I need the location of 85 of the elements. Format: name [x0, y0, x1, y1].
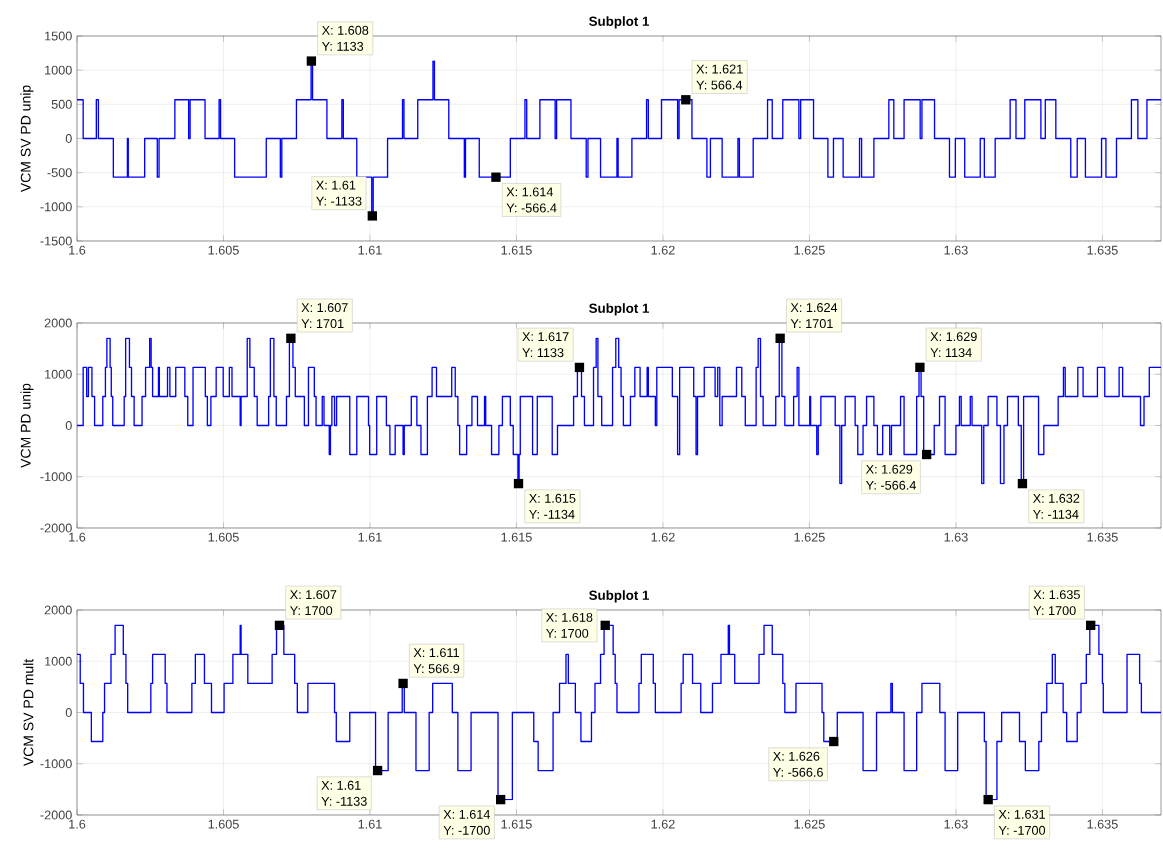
annotation: Y: 1701 [301, 319, 344, 329]
annotation: X: 1.624 [790, 303, 838, 313]
annotation: Y: 1701 [790, 319, 833, 329]
annotation: Y: -1700 [443, 825, 490, 835]
x-tick-label: 1.615 [501, 532, 532, 542]
x-tick-label: 1.62 [651, 819, 675, 829]
x-tick-label: 1.615 [501, 819, 532, 829]
y-tick-label: 0 [65, 708, 72, 717]
annotation: X: 1.621 [696, 64, 743, 74]
annotation: X: 1.608 [321, 25, 369, 35]
x-tick-label: 1.62 [651, 245, 675, 255]
x-tick-label: 1.625 [794, 532, 825, 542]
y-tick-label: 1500 [45, 31, 72, 41]
y-tick-label: 1000 [45, 656, 72, 666]
annotation: Y: -1134 [1032, 509, 1079, 519]
x-tick-label: 1.625 [794, 819, 825, 829]
y-axis-title: VCM SV PD mult [23, 658, 34, 767]
annotation: X: 1.611 [413, 648, 459, 658]
annotation: Y: 566.9 [413, 664, 460, 674]
y-tick-label: 0 [65, 421, 72, 430]
x-tick-label: 1.61 [358, 819, 382, 829]
annotation: Y: -1700 [998, 825, 1046, 835]
y-tick-label: -1000 [40, 759, 72, 769]
annotation: Y: -1133 [316, 196, 362, 206]
y-tick-label: -2000 [40, 810, 72, 820]
annotation: X: 1.635 [1033, 590, 1080, 600]
y-tick-label: -1000 [40, 472, 72, 482]
x-tick-label: 1.605 [208, 532, 239, 542]
annotation: X: 1.607 [290, 590, 337, 600]
annotation: X: 1.629 [930, 332, 977, 342]
x-tick-label: 1.6 [69, 532, 86, 542]
annotation: X: 1.629 [865, 464, 913, 474]
annotation: X: 1.615 [529, 493, 576, 503]
x-tick-label: 1.63 [944, 819, 968, 829]
y-axis-title: VCM SV PD unip [20, 85, 34, 193]
y-tick-label: 2000 [44, 318, 72, 328]
annotation: Y: 1134 [930, 348, 972, 358]
x-tick-label: 1.635 [1087, 245, 1118, 255]
x-tick-label: 1.62 [651, 532, 675, 542]
x-tick-label: 1.615 [501, 245, 532, 255]
x-tick-label: 1.61 [358, 245, 382, 255]
x-tick-label: 1.635 [1087, 819, 1118, 829]
annotation: Y: -566.4 [865, 480, 916, 490]
y-tick-label: 1000 [45, 369, 72, 379]
x-tick-label: 1.605 [208, 819, 239, 829]
annotation: X: 1.618 [546, 612, 593, 622]
x-tick-label: 1.625 [794, 245, 825, 255]
annotation: Y: 566.4 [696, 80, 743, 90]
annotation: X: 1.607 [301, 303, 348, 313]
annotation: Y: -566.6 [773, 767, 823, 777]
y-tick-label: 500 [51, 99, 72, 109]
annotation: X: 1.632 [1032, 493, 1080, 503]
y-tick-label: 1000 [45, 65, 72, 75]
annotation: Y: 1700 [289, 606, 333, 616]
annotation: X: 1.61 [316, 180, 356, 190]
x-tick-label: 1.605 [208, 245, 239, 255]
chart-title: Subplot 1 [589, 16, 650, 29]
chart-title: Subplot 1 [589, 303, 650, 316]
x-tick-label: 1.6 [69, 819, 86, 829]
x-tick-label: 1.61 [358, 532, 382, 542]
annotation: X: 1.631 [998, 809, 1045, 819]
annotation: X: 1.61 [321, 780, 361, 790]
x-tick-label: 1.635 [1087, 532, 1118, 542]
annotation: Y: 1133 [321, 41, 364, 51]
y-tick-label: 2000 [44, 605, 72, 615]
annotation: Y: 1133 [522, 348, 564, 358]
x-tick-label: 1.63 [944, 532, 968, 542]
annotation: Y: 1700 [1033, 606, 1076, 616]
chart-title: Subplot 1 [589, 590, 650, 603]
x-tick-label: 1.63 [944, 245, 968, 255]
annotation: X: 1.614 [506, 187, 554, 197]
y-tick-label: 0 [65, 134, 72, 143]
y-tick-label: -500 [47, 168, 72, 178]
x-tick-label: 1.6 [69, 245, 86, 255]
y-tick-label: -2000 [40, 523, 72, 533]
annotation: Y: -1133 [321, 796, 367, 806]
annotation: X: 1.626 [773, 751, 820, 761]
annotation: X: 1.617 [522, 332, 569, 342]
y-tick-label: -1500 [40, 236, 72, 246]
annotation: Y: 1700 [546, 628, 589, 638]
y-axis-title: VCM PD unip [20, 383, 34, 468]
annotation: X: 1.614 [443, 809, 490, 819]
annotation: Y: -1134 [529, 509, 575, 519]
annotation: Y: -566.4 [506, 203, 557, 213]
y-tick-label: -1000 [40, 202, 72, 212]
